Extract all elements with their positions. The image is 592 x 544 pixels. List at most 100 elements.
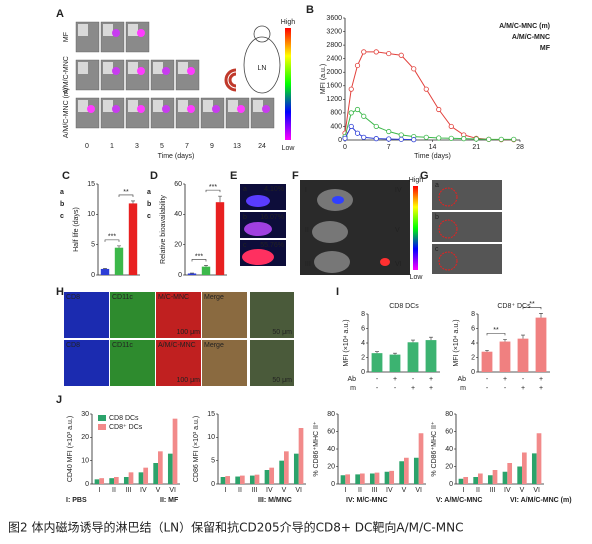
signal-spot <box>137 67 145 75</box>
bar <box>235 476 240 484</box>
image-percent: 4.10% <box>264 186 284 193</box>
x-tick-label: V <box>402 487 407 494</box>
bar <box>389 470 395 484</box>
region-label: II <box>305 227 309 234</box>
image-percent: 55.76% <box>260 242 284 249</box>
bar <box>298 428 304 484</box>
image-panel <box>432 212 502 242</box>
signal-spot <box>137 105 145 113</box>
image-letter: b <box>435 214 439 221</box>
data-point <box>348 86 354 92</box>
treatment-mark: - <box>486 385 489 392</box>
bar <box>128 203 138 275</box>
image-panel <box>432 244 502 274</box>
bar <box>425 340 437 372</box>
data-point <box>498 136 504 142</box>
y-tick-label: 4 <box>361 340 365 347</box>
bar <box>220 477 226 484</box>
data-point <box>486 136 492 142</box>
panel-label: A <box>56 8 64 20</box>
bar <box>371 353 383 372</box>
treatment-name: Ab <box>457 376 466 383</box>
bar <box>487 475 493 484</box>
x-tick-label: I <box>224 487 226 494</box>
y-tick-label: 15 <box>207 411 215 418</box>
signal-spot <box>212 105 220 113</box>
micrograph <box>110 340 155 386</box>
image-highlight <box>153 62 163 74</box>
image-highlight <box>228 100 238 112</box>
y-tick-label: 0 <box>91 272 95 279</box>
group-key: V: A/M/C-MNC <box>436 497 482 504</box>
data-point <box>373 49 379 55</box>
x-axis-title: Time (days) <box>158 153 195 160</box>
channel-label: Merge <box>204 342 224 349</box>
treatment-name: m <box>350 385 356 392</box>
bar <box>138 472 144 484</box>
axis-line <box>344 18 520 141</box>
panel-label: C <box>62 170 70 182</box>
y-tick-label: 40 <box>445 446 453 453</box>
micrograph <box>156 340 201 386</box>
y-tick-label: 40 <box>174 211 182 218</box>
axis-line <box>455 414 544 485</box>
bar <box>407 342 419 372</box>
y-axis-title: Half life (days) <box>73 207 80 252</box>
bar <box>404 457 409 484</box>
mouse-body <box>243 36 281 94</box>
data-point <box>436 106 442 113</box>
region-label: III <box>305 261 311 268</box>
time-label: 7 <box>185 143 189 150</box>
bar <box>499 341 511 372</box>
legend-entry: A/M/C-MNC (m) <box>499 23 550 30</box>
node-label: LN <box>258 65 267 72</box>
highlight-ring <box>438 187 458 207</box>
bar <box>473 477 478 484</box>
data-point <box>398 132 404 138</box>
x-tick-label: II <box>358 487 362 494</box>
signal-blob <box>380 258 390 266</box>
image-highlight <box>128 62 138 74</box>
bar <box>413 457 419 484</box>
time-label: 13 <box>233 143 241 150</box>
time-label: 24 <box>258 143 266 150</box>
bar <box>535 317 547 372</box>
y-tick-label: 1600 <box>326 83 342 90</box>
image-highlight <box>103 62 113 74</box>
treatment-mark: + <box>521 385 525 392</box>
signal-spot <box>162 105 170 113</box>
bar <box>187 273 197 275</box>
x-tick-label: 21 <box>472 144 480 151</box>
bar <box>100 268 110 275</box>
panel-label: H <box>56 286 64 298</box>
scale-bar-label: 100 μm <box>177 329 201 336</box>
error-bar <box>218 195 222 203</box>
data-point <box>361 134 367 140</box>
treatment-mark: - <box>522 376 525 383</box>
y-tick-label: 2 <box>361 354 365 361</box>
treatment-mark: + <box>539 385 543 392</box>
image-highlight <box>128 100 138 112</box>
error-bar <box>411 339 415 343</box>
y-tick-label: 0 <box>338 137 342 144</box>
y-tick-label: 20 <box>81 434 89 441</box>
legend-entry: MF <box>540 45 551 52</box>
y-tick-label: 3600 <box>326 15 342 22</box>
micrograph <box>156 292 201 338</box>
y-tick-label: 2400 <box>326 56 342 63</box>
group-key: VI: A/M/C-MNC (m) <box>510 497 572 504</box>
signal-spot <box>187 67 195 75</box>
x-tick-label: IV <box>504 487 511 494</box>
data-point <box>411 66 417 72</box>
treatment-mark: + <box>539 376 543 383</box>
panel-label: I <box>336 286 339 298</box>
signal-spot <box>112 67 120 75</box>
legend-entry: CD8 DCs <box>109 415 139 422</box>
y-tick-label: 30 <box>81 411 89 418</box>
treatment-mark: + <box>393 376 397 383</box>
organ <box>312 221 348 243</box>
significance-bracket <box>522 306 542 310</box>
bar <box>517 338 529 372</box>
x-tick-label: I <box>98 487 100 494</box>
